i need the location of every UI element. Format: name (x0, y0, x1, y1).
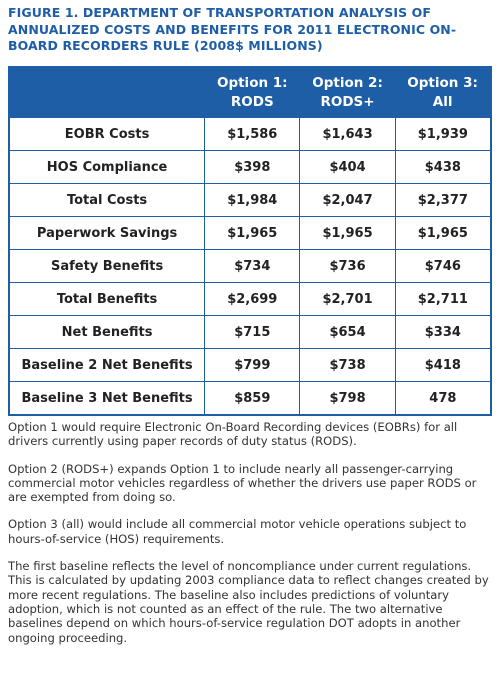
row-label: Total Costs (8, 183, 206, 217)
note-paragraph: The first baseline reflects the level of… (8, 559, 489, 645)
data-table: Option 1: RODS Option 2: RODS+ Option 3: All … (8, 66, 492, 416)
column-header-line: All (432, 93, 453, 110)
value-cell: $1,965 (204, 216, 301, 250)
value-cell: $2,377 (394, 183, 492, 217)
note-paragraph: Option 3 (all) would include all commerc… (8, 517, 467, 546)
column-header: Option 1: RODS (204, 67, 300, 118)
row-label: Baseline 3 Net Benefits (8, 381, 206, 416)
value-cell: $734 (204, 249, 301, 283)
table-row: Safety Benefits $734 $736 $746 (8, 249, 492, 283)
column-header: Option 2: RODS+ (299, 67, 396, 118)
value-cell: $1,965 (299, 216, 396, 250)
note-paragraph: Option 1 would require Electronic On-Boa… (8, 420, 458, 449)
column-header: Option 3: All (395, 67, 491, 118)
table-row: Total Costs $1,984 $2,047 $2,377 (8, 183, 492, 217)
figure-title: FIGURE 1. DEPARTMENT OF TRANSPORTATION A… (8, 5, 457, 53)
row-label: Net Benefits (8, 315, 206, 349)
value-cell: $2,047 (299, 183, 396, 217)
table-row: EOBR Costs $1,586 $1,643 $1,939 (8, 117, 492, 151)
value-cell: $798 (299, 381, 396, 416)
value-cell: $738 (299, 348, 396, 382)
row-label: EOBR Costs (8, 117, 206, 151)
table-row: HOS Compliance $398 $404 $438 (8, 150, 492, 184)
value-cell: $334 (394, 315, 492, 349)
column-header-line: Option 3: (407, 74, 478, 91)
table-row: Total Benefits $2,699 $2,701 $2,711 (8, 282, 492, 316)
value-cell: $2,699 (204, 282, 301, 316)
column-header-line: RODS (230, 93, 274, 110)
value-cell: $404 (299, 150, 396, 184)
table-body: EOBR Costs $1,586 $1,643 $1,939 HOS Complian… (8, 117, 492, 416)
corner-cell (9, 67, 205, 118)
header-row: Option 1: RODS Option 2: RODS+ Option 3: All (9, 67, 491, 118)
value-cell: $1,643 (299, 117, 396, 151)
value-cell: $2,711 (394, 282, 492, 316)
row-label: HOS Compliance (8, 150, 206, 184)
row-label: Safety Benefits (8, 249, 206, 283)
row-label: Baseline 2 Net Benefits (8, 348, 206, 382)
value-cell: $1,939 (394, 117, 492, 151)
value-cell: $859 (204, 381, 301, 416)
value-cell: $1,965 (394, 216, 492, 250)
value-cell: $736 (299, 249, 396, 283)
note-paragraph: Option 2 (RODS+) expands Option 1 to inc… (8, 461, 477, 505)
value-cell: $398 (204, 150, 301, 184)
value-cell: $418 (394, 348, 492, 382)
table-row: Paperwork Savings $1,965 $1,965 $1,965 (8, 216, 492, 250)
value-cell: $746 (394, 249, 492, 283)
value-cell: $2,701 (299, 282, 396, 316)
table-row: Baseline 3 Net Benefits $859 $798 478 (8, 381, 492, 416)
row-label: Paperwork Savings (8, 216, 206, 250)
value-cell: $438 (394, 150, 492, 184)
value-cell: $1,586 (204, 117, 301, 151)
notes: Option 1 would require Electronic On-Boa… (8, 420, 492, 658)
value-cell: $715 (204, 315, 301, 349)
column-header-line: Option 2: (312, 74, 383, 91)
column-header-line: Option 1: (216, 74, 288, 91)
table-row: Net Benefits $715 $654 $334 (8, 315, 492, 349)
table-row: Baseline 2 Net Benefits $799 $738 $418 (8, 348, 492, 382)
value-cell: $1,984 (204, 183, 301, 217)
column-header-line: RODS+ (320, 93, 375, 110)
value-cell: 478 (394, 381, 492, 416)
value-cell: $654 (299, 315, 396, 349)
value-cell: $799 (204, 348, 301, 382)
row-label: Total Benefits (8, 282, 206, 316)
